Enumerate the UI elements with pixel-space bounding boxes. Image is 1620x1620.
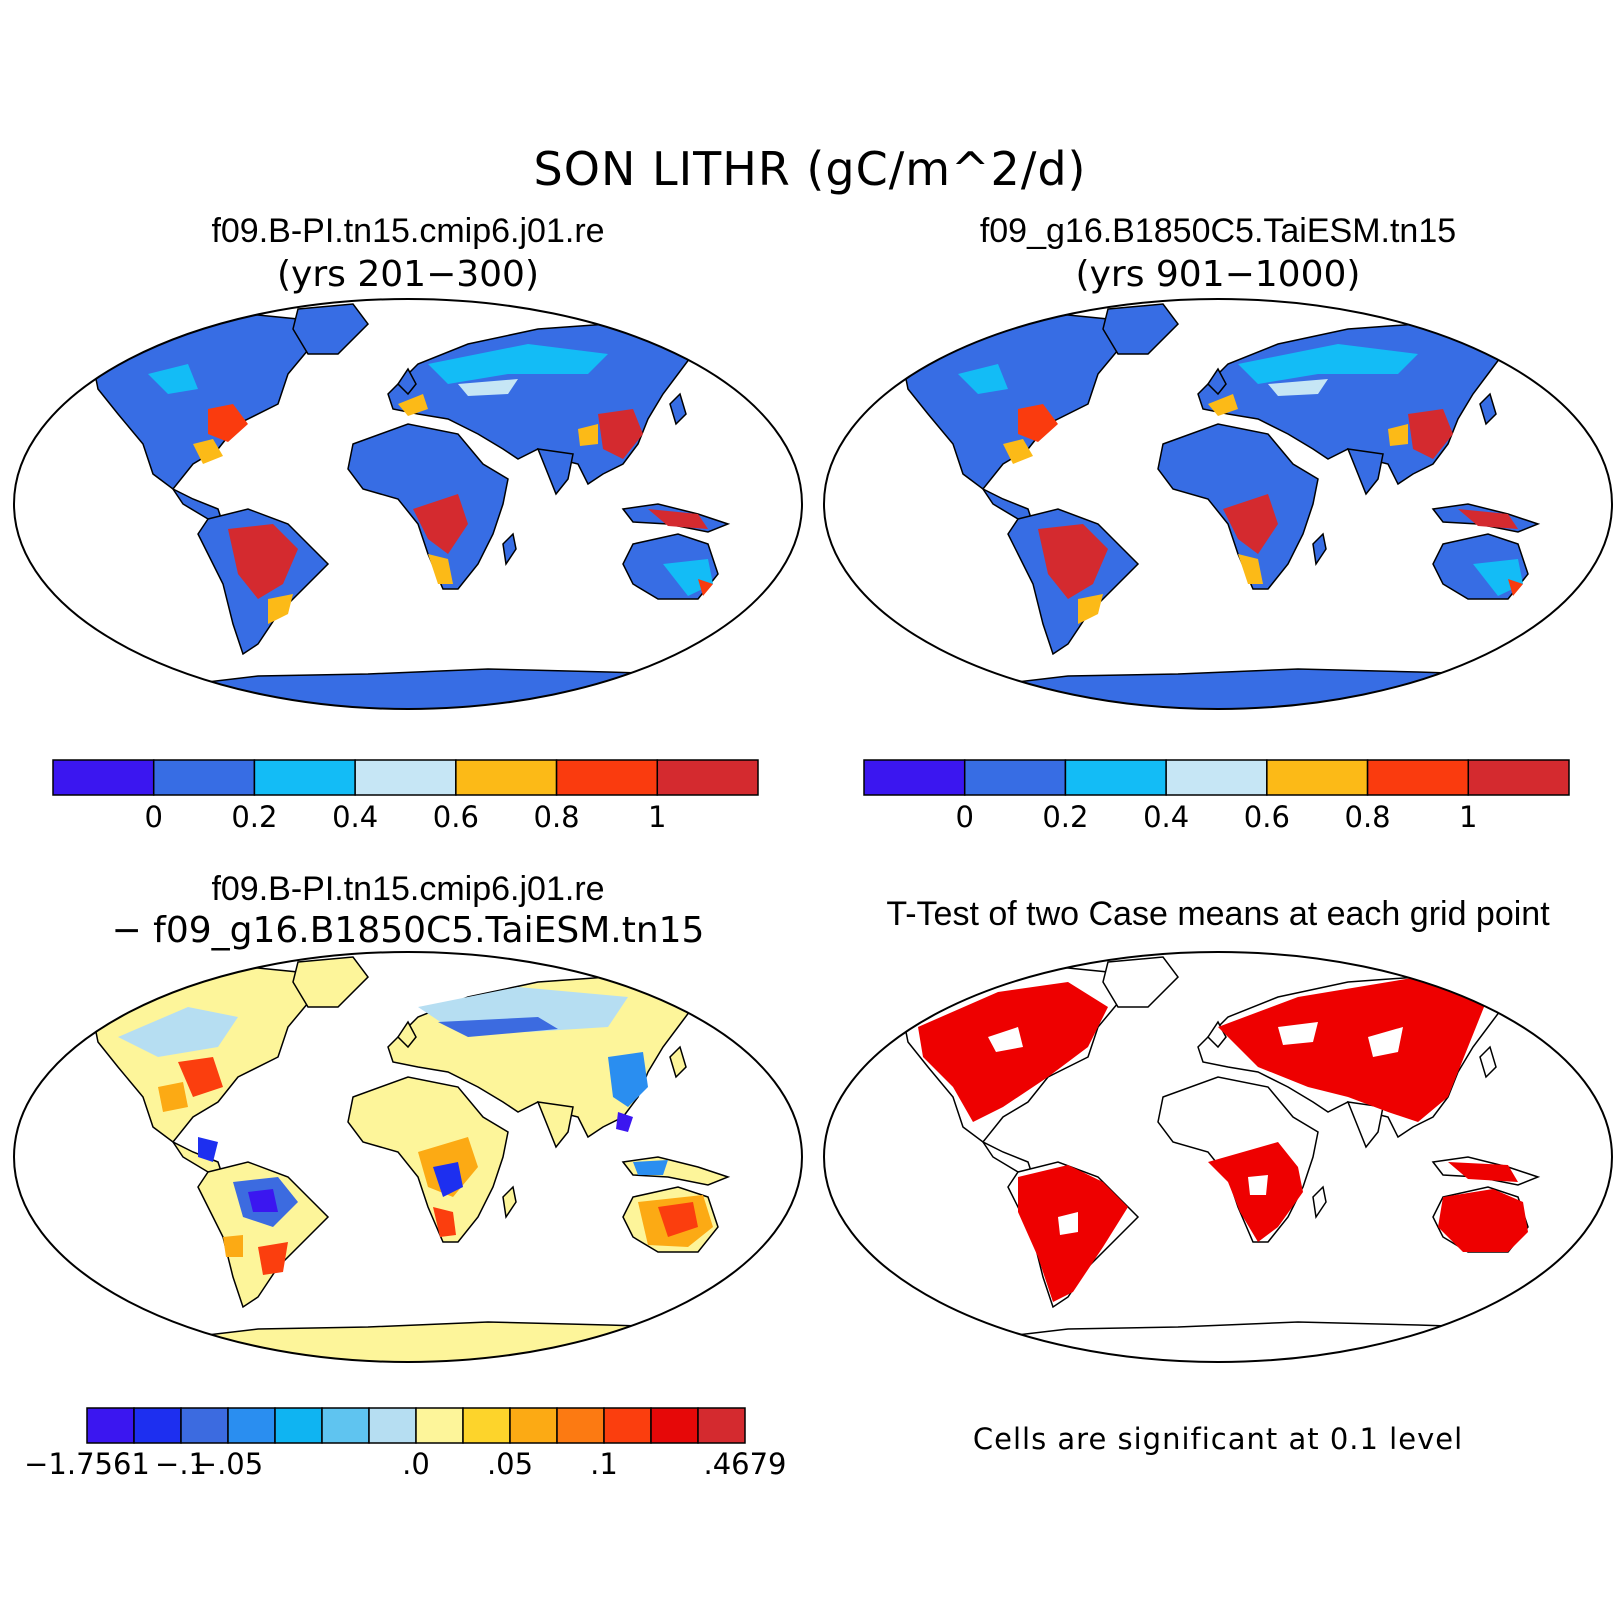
- colorbar1-label-2: 0.4: [332, 800, 378, 834]
- colorbar1-label-1: 0.2: [231, 800, 277, 834]
- colorbar2-box-6: [1467, 759, 1570, 796]
- colorbar2-label-1: 0.2: [1042, 800, 1088, 834]
- panel4-map: [823, 951, 1613, 1363]
- main-title: SON LITHR (gC/m^2/d): [533, 142, 1087, 196]
- colorbar3-box-9: [509, 1407, 558, 1444]
- colorbar3-box-12: [650, 1407, 699, 1444]
- colorbar1-box-3: [354, 759, 457, 796]
- panel3-title: f09.B-PI.tn15.cmip6.j01.re: [211, 870, 605, 908]
- colorbar3-box-0: [86, 1407, 135, 1444]
- colorbar1-box-0: [52, 759, 155, 796]
- panel3-map: [13, 951, 803, 1363]
- colorbar1-box-4: [455, 759, 558, 796]
- colorbar2-box-5: [1366, 759, 1470, 796]
- colorbar3-label-3: .0: [402, 1447, 430, 1481]
- colorbar2-label-2: 0.4: [1143, 800, 1189, 834]
- colorbar3-box-7: [415, 1407, 464, 1444]
- colorbar-panel2: 0 0.2 0.4 0.6 0.8 1: [863, 759, 1570, 834]
- colorbar2-label-5: 1: [1459, 800, 1477, 834]
- colorbar3-box-8: [462, 1407, 511, 1444]
- colorbar3-label-2: −.05: [193, 1447, 263, 1481]
- colorbar2-label-0: 0: [955, 800, 973, 834]
- colorbar2-box-2: [1064, 759, 1167, 796]
- colorbar3-box-5: [321, 1407, 370, 1444]
- colorbar-panel3: −1.7561 −.1−.05 .0 .05 .1 .4679: [24, 1407, 787, 1481]
- colorbar3-box-13: [697, 1407, 746, 1444]
- colorbar2-label-4: 0.8: [1345, 800, 1391, 834]
- panel2-title: f09_g16.B1850C5.TaiESM.tn15: [979, 212, 1457, 250]
- panel3-subtitle: − f09_g16.B1850C5.TaiESM.tn15: [111, 910, 705, 951]
- colorbar1-label-3: 0.6: [433, 800, 479, 834]
- colorbar2-box-4: [1266, 759, 1369, 796]
- colorbar1-box-6: [656, 759, 759, 796]
- colorbar1-label-4: 0.8: [534, 800, 580, 834]
- colorbar1-box-2: [253, 759, 356, 796]
- colorbar2-box-1: [963, 759, 1067, 796]
- colorbar3-box-6: [368, 1407, 417, 1444]
- colorbar3-label-5: .1: [590, 1447, 618, 1481]
- colorbar1-label-5: 1: [648, 800, 666, 834]
- colorbar1-label-0: 0: [144, 800, 162, 834]
- colorbar3-label-4: .05: [487, 1447, 533, 1481]
- colorbar3-label-1: −.1: [155, 1447, 207, 1481]
- colorbar3-box-2: [180, 1407, 229, 1444]
- colorbar3-box-11: [603, 1407, 652, 1444]
- colorbar3-box-4: [274, 1407, 323, 1444]
- panel1-title: f09.B-PI.tn15.cmip6.j01.re: [211, 212, 605, 250]
- panel1-subtitle: (yrs 201−300): [277, 254, 539, 295]
- colorbar3-label-6: .4679: [703, 1447, 786, 1481]
- colorbar3-box-3: [227, 1407, 276, 1444]
- colorbar3-box-1: [133, 1407, 182, 1444]
- colorbar2-box-0: [863, 759, 966, 796]
- colorbar1-box-5: [555, 759, 659, 796]
- panel2-map: [823, 298, 1613, 710]
- colorbar3-label-0: −1.7561: [24, 1447, 150, 1481]
- colorbar2-box-3: [1165, 759, 1268, 796]
- panel1-map: [13, 298, 803, 710]
- panel4-title: T-Test of two Case means at each grid po…: [886, 895, 1550, 933]
- colorbar3-box-10: [556, 1407, 605, 1444]
- panel2-subtitle: (yrs 901−1000): [1075, 254, 1361, 295]
- significance-note: Cells are significant at 0.1 level: [972, 1422, 1464, 1456]
- colorbar1-box-1: [152, 759, 256, 796]
- colorbar2-label-3: 0.6: [1244, 800, 1290, 834]
- colorbar-panel1: 0 0.2 0.4 0.6 0.8 1: [52, 759, 759, 834]
